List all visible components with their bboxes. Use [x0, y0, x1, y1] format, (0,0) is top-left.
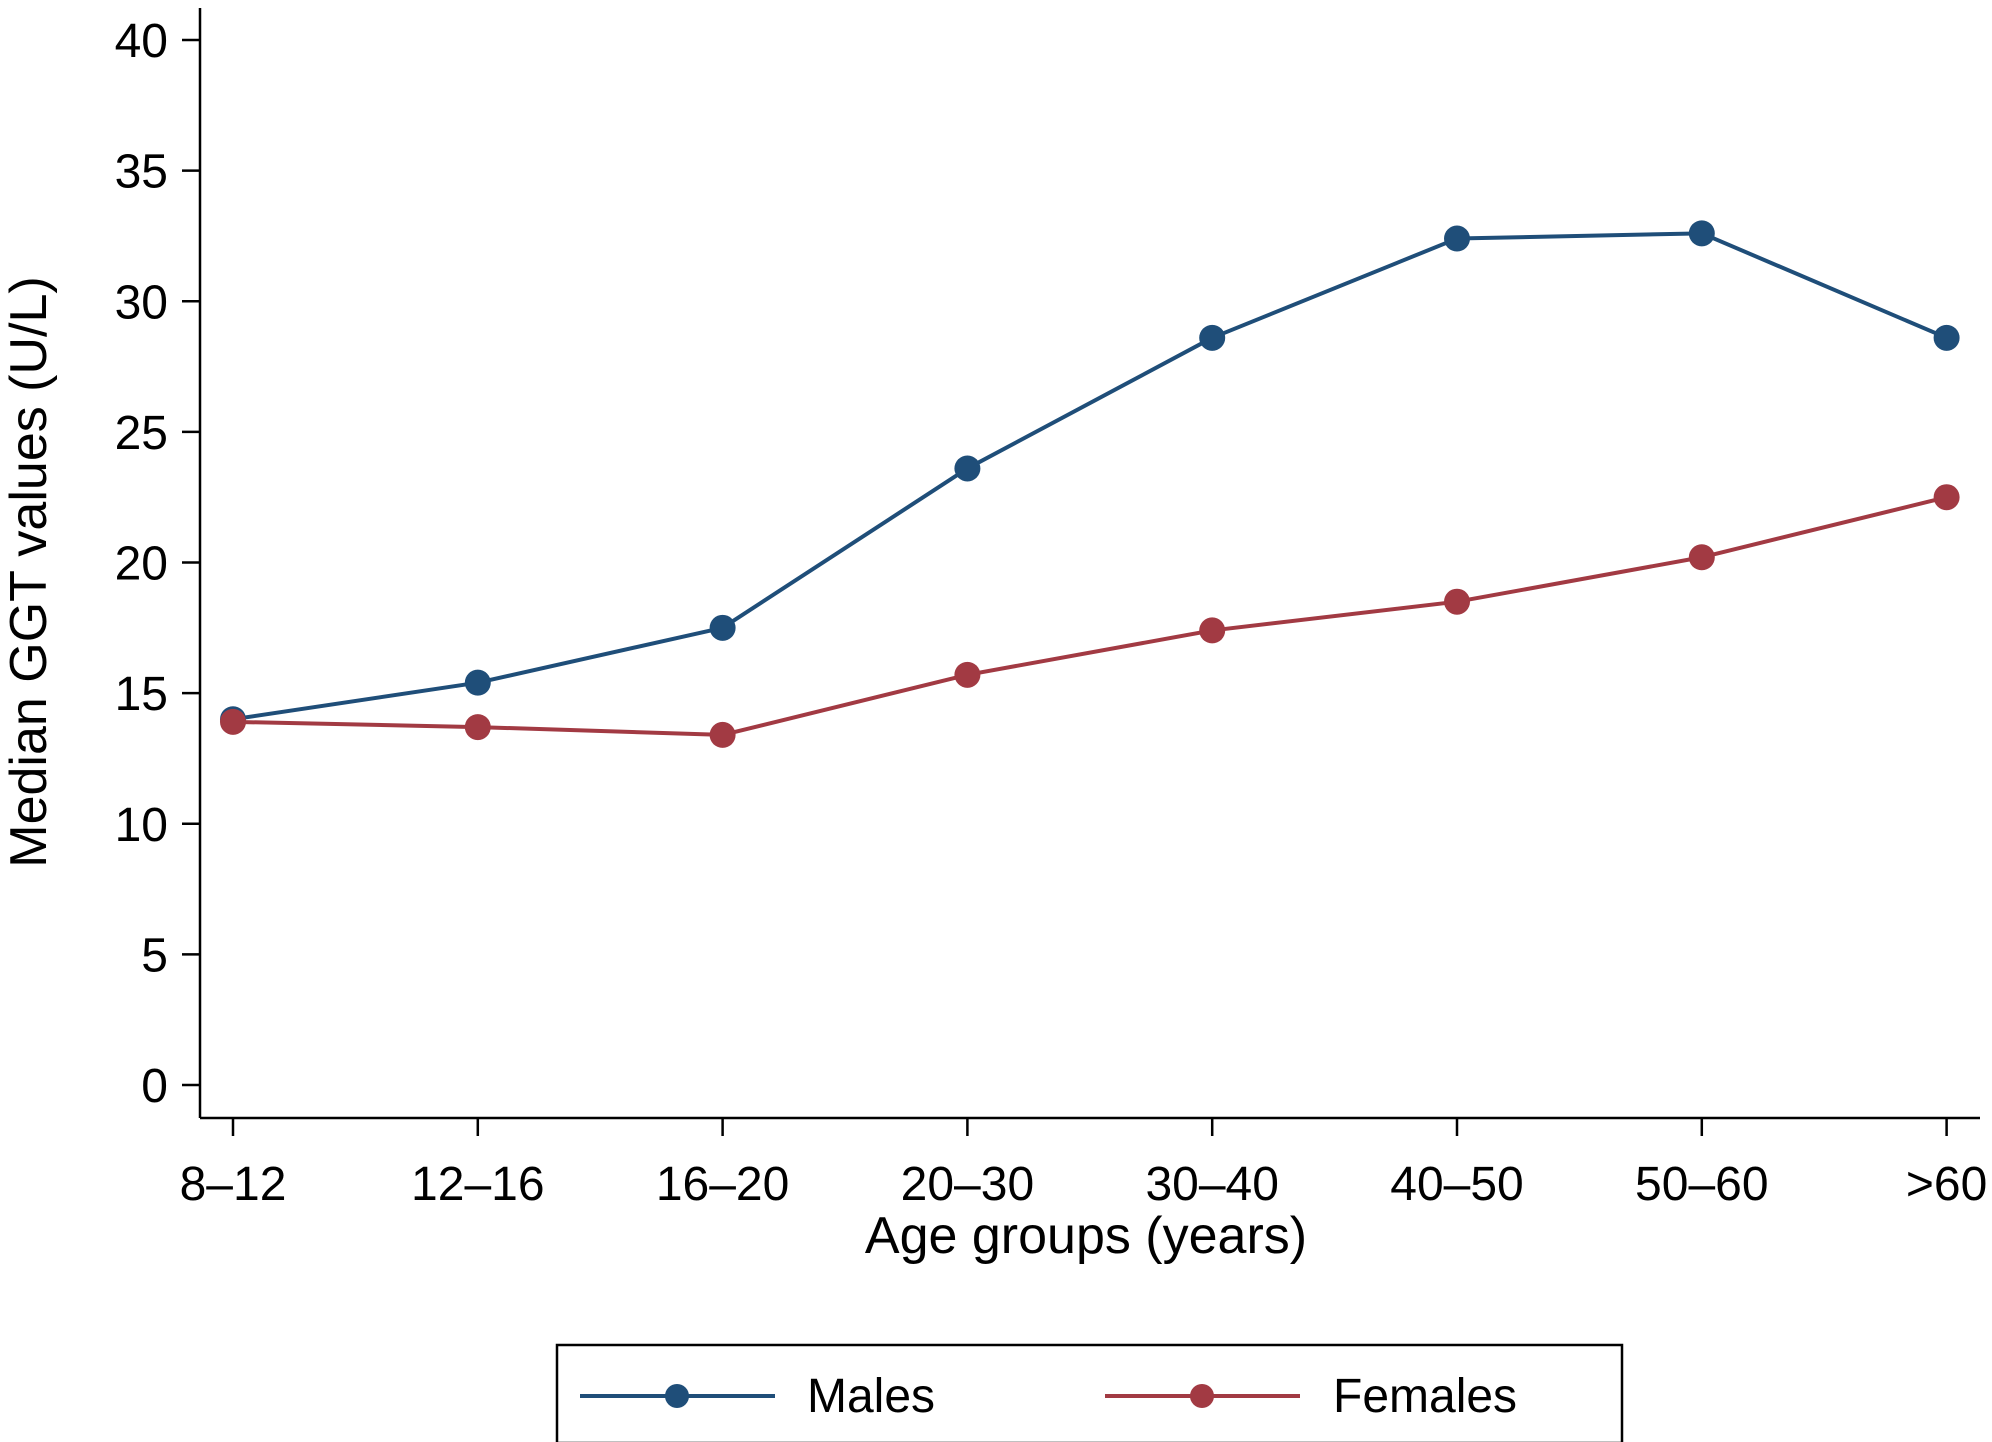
x-tick-label: 12–16 [411, 1158, 544, 1211]
data-point-males [1688, 220, 1715, 247]
legend-marker-males [665, 1384, 689, 1408]
x-tick-label: 30–40 [1145, 1158, 1278, 1211]
legend-label-females: Females [1333, 1370, 1517, 1423]
data-point-females [709, 721, 736, 748]
data-point-males [1444, 225, 1470, 252]
x-ticks: 8–12 12–16 16–20 20–30 30–40 40–50 50–60 >60 [180, 1118, 1987, 1211]
data-point-females [1199, 617, 1226, 644]
data-point-males [1933, 324, 1960, 351]
y-tick-label: 15 [115, 668, 168, 721]
legend: Males Females [555, 1343, 1624, 1442]
y-tick-label: 10 [115, 799, 168, 852]
y-tick-label: 35 [115, 146, 168, 199]
y-tick-label: 30 [115, 276, 168, 329]
data-point-males [464, 669, 491, 696]
y-tick-label: 5 [141, 929, 168, 982]
data-point-males [1199, 324, 1226, 351]
x-tick-label: >60 [1906, 1158, 1987, 1211]
y-ticks: 0 5 10 15 20 25 30 35 40 [115, 15, 200, 1113]
y-tick-label: 20 [115, 538, 168, 591]
x-tick-label: 40–50 [1390, 1158, 1523, 1211]
data-point-females [1688, 544, 1715, 571]
x-axis-title: Age groups (years) [865, 1207, 1307, 1265]
legend-label-males: Males [807, 1370, 935, 1423]
data-point-males [954, 455, 981, 482]
legend-box [555, 1343, 1624, 1442]
legend-marker-females [1190, 1384, 1214, 1408]
y-tick-label: 40 [115, 15, 168, 68]
data-point-females [1933, 484, 1960, 511]
data-point-females [464, 714, 491, 741]
y-tick-label: 25 [115, 407, 168, 460]
data-point-males [709, 614, 736, 641]
y-tick-label: 0 [141, 1060, 168, 1113]
x-tick-label: 50–60 [1635, 1158, 1768, 1211]
x-tick-label: 20–30 [901, 1158, 1034, 1211]
y-axis-title: Median GGT values (U/L) [0, 276, 58, 867]
data-point-females [954, 661, 981, 688]
series-line-males [232, 231, 1948, 722]
data-point-females [1444, 588, 1470, 615]
x-tick-label: 16–20 [656, 1158, 789, 1211]
x-tick-label: 8–12 [180, 1158, 287, 1211]
series-line-females [232, 495, 1948, 737]
series-group [220, 220, 1960, 748]
data-point-females [220, 708, 246, 735]
